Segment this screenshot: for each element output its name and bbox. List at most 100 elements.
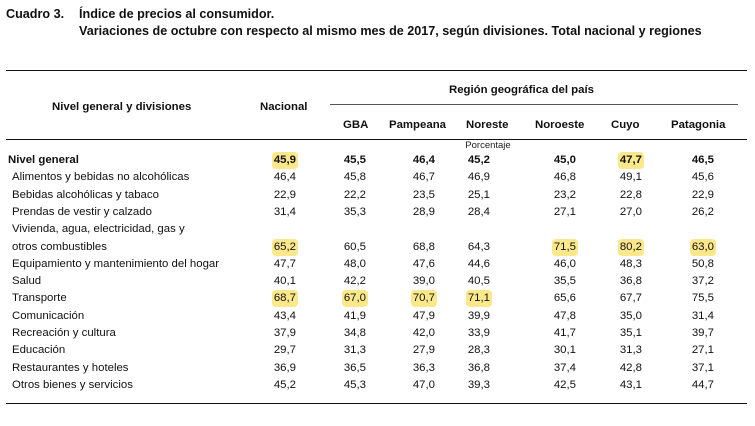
row-label: Alimentos y bebidas no alcohólicas — [12, 171, 190, 184]
cell-patagonia: 50,8 — [691, 257, 714, 270]
header-row-label: Nivel general y divisiones — [52, 101, 192, 113]
cell-noreste: 71,1 — [465, 290, 492, 308]
cell-gba: 34,8 — [343, 327, 366, 339]
cell-noroeste: 27,1 — [553, 205, 576, 218]
row-label: Prendas de vestir y calzado — [12, 205, 152, 218]
cell-pampeana: 46,4 — [412, 154, 435, 166]
cell-gba: 45,3 — [343, 378, 366, 391]
cell-noroeste: 65,6 — [553, 292, 576, 305]
cell-pampeana: 70,7 — [410, 290, 437, 308]
row-label: Recreación y cultura — [12, 327, 116, 339]
cell-noroeste: 35,5 — [553, 275, 576, 288]
cell-cuyo: 49,1 — [619, 171, 642, 184]
table-row: Otros bienes y servicios 45,2 45,3 47,0 39,3… — [0, 377, 755, 394]
cell-patagonia: 22,9 — [691, 188, 714, 201]
cell-pampeana: 39,0 — [412, 275, 435, 288]
row-label: Restaurantes y hoteles — [12, 361, 129, 374]
cell-patagonia: 46,5 — [691, 154, 714, 166]
cell-patagonia: 75,5 — [691, 292, 714, 305]
table-row: Alimentos y bebidas no alcohólicas 46,4 45… — [0, 169, 755, 186]
top-rule — [6, 70, 747, 71]
cell-patagonia: 26,2 — [691, 205, 714, 218]
cell-noreste: 28,3 — [467, 344, 490, 357]
cell-noreste: 44,6 — [467, 257, 490, 270]
cell-noreste: 39,3 — [467, 378, 490, 391]
cell-gba: 45,5 — [343, 154, 366, 166]
cell-cuyo: 27,0 — [619, 205, 642, 218]
cell-gba: 31,3 — [343, 344, 366, 357]
cell-nacional: 31,4 — [273, 205, 296, 218]
cell-patagonia: 45,6 — [691, 171, 714, 184]
table-row: Transporte 68,7 67,0 70,7 71,1 65,6 67,7 75,5 — [0, 290, 755, 308]
cell-patagonia: 37,2 — [691, 275, 714, 288]
table-row: Restaurantes y hoteles 36,9 36,5 36,3 36,8 37… — [0, 360, 755, 377]
cell-cuyo: 67,7 — [619, 292, 642, 305]
header-nacional: Nacional — [260, 101, 308, 113]
cell-patagonia: 63,0 — [689, 238, 716, 256]
cell-pampeana: 36,3 — [412, 361, 435, 374]
cell-noreste: 33,9 — [467, 327, 490, 339]
cell-gba: 48,0 — [343, 257, 366, 270]
cell-pampeana: 23,5 — [412, 188, 435, 201]
row-label: Salud — [12, 275, 42, 288]
cell-pampeana: 68,8 — [412, 240, 435, 253]
caption-subtitle: Variaciones de octubre con respecto al m… — [79, 24, 702, 38]
cell-nacional: 65,2 — [271, 238, 298, 256]
cell-nacional: 45,9 — [271, 152, 298, 169]
table-row: Bebidas alcohólicas y tabaco 22,9 22,2 23,5… — [0, 187, 755, 204]
header-region-group: Región geográfica del país — [449, 84, 594, 96]
row-label: Nivel general — [8, 154, 79, 166]
cell-gba: 45,8 — [343, 171, 366, 184]
cell-cuyo: 80,2 — [617, 238, 644, 256]
region-group-rule — [330, 104, 738, 105]
cell-pampeana: 28,9 — [412, 205, 435, 218]
header-region-noroeste: Noroeste — [535, 119, 585, 131]
unit-label: Porcentaje — [465, 140, 511, 151]
cell-nacional: 68,7 — [271, 290, 298, 308]
cell-nacional: 29,7 — [273, 344, 296, 357]
row-label: Comunicación — [12, 309, 85, 322]
table-row: Prendas de vestir y calzado 31,4 35,3 28,9 2… — [0, 204, 755, 221]
header-region-patagonia: Patagonia — [671, 119, 726, 131]
cell-noroeste: 41,7 — [553, 327, 576, 339]
cell-nacional: 36,9 — [273, 361, 296, 374]
table-row: Recreación y cultura 37,9 34,8 42,0 33,9 41,7… — [0, 325, 755, 342]
cell-patagonia: 39,7 — [691, 327, 714, 339]
table-row: Salud 40,1 42,2 39,0 40,5 35,5 36,8 37,2 — [0, 273, 755, 290]
cell-gba: 67,0 — [341, 290, 368, 308]
cell-patagonia: 37,1 — [691, 361, 714, 374]
cell-nacional: 37,9 — [273, 327, 296, 339]
cell-gba: 60,5 — [343, 240, 366, 253]
cell-gba: 36,5 — [343, 361, 366, 374]
cell-patagonia: 31,4 — [691, 309, 714, 322]
caption-title: Índice de precios al consumidor. — [79, 7, 275, 21]
cell-noroeste: 47,8 — [553, 309, 576, 322]
cell-noreste: 36,8 — [467, 361, 490, 374]
cell-noroeste: 42,5 — [553, 378, 576, 391]
cell-nacional: 45,2 — [273, 378, 296, 391]
row-label: Bebidas alcohólicas y tabaco — [12, 188, 159, 201]
cell-cuyo: 48,3 — [619, 257, 642, 270]
cell-nacional: 47,7 — [273, 257, 296, 270]
table-row: Educación 29,7 31,3 27,9 28,3 30,1 31,3 27,1 — [0, 342, 755, 359]
cell-cuyo: 35,0 — [619, 309, 642, 322]
cell-pampeana: 47,9 — [412, 309, 435, 322]
table-row: Vivienda, agua, electricidad, gas y — [0, 221, 755, 238]
cell-cuyo: 35,1 — [619, 327, 642, 339]
cell-cuyo: 43,1 — [619, 378, 642, 391]
header-region-noreste: Noreste — [466, 119, 509, 131]
table-row: Equipamiento y mantenimiento del hogar 47… — [0, 256, 755, 273]
header-region-cuyo: Cuyo — [611, 119, 640, 131]
cell-gba: 35,3 — [343, 205, 366, 218]
cell-noreste: 64,3 — [467, 240, 490, 253]
cell-noroeste: 45,0 — [553, 154, 576, 166]
cell-noroeste: 71,5 — [551, 238, 578, 256]
cell-cuyo: 22,8 — [619, 188, 642, 201]
cell-noroeste: 46,8 — [553, 171, 576, 184]
cell-noroeste: 37,4 — [553, 361, 576, 374]
cell-gba: 41,9 — [343, 309, 366, 322]
header-region-pampeana: Pampeana — [389, 119, 446, 131]
caption-label: Cuadro 3. — [6, 7, 65, 21]
cell-noreste: 39,9 — [467, 309, 490, 322]
table-row: otros combustibles 65,2 60,5 68,8 64,3 71,5 80… — [0, 238, 755, 256]
